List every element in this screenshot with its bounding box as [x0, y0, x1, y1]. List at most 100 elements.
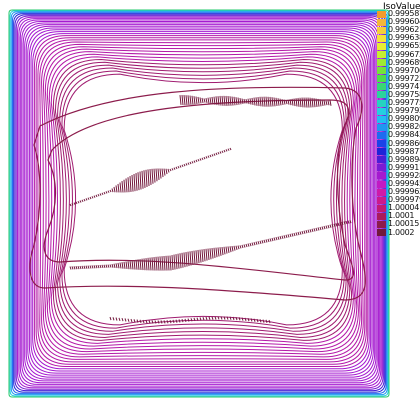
hatch-mark	[122, 262, 123, 268]
hatch-mark	[102, 265, 103, 268]
hatch-mark	[158, 320, 159, 323]
contour-line	[38, 40, 365, 362]
hatch-mark	[190, 162, 191, 164]
hatch-mark	[70, 267, 71, 270]
hatch-mark	[136, 173, 137, 191]
legend-swatch	[377, 83, 386, 90]
hatch-mark	[84, 266, 85, 269]
inner-contour-line	[44, 100, 353, 280]
hatch-mark	[160, 256, 161, 270]
hatch-mark	[140, 320, 141, 323]
hatch-mark	[226, 96, 227, 106]
hatch-mark	[88, 266, 89, 269]
hatch-mark	[86, 198, 87, 200]
hatch-mark	[132, 175, 133, 192]
hatch-mark	[178, 166, 179, 168]
hatch-mark	[318, 227, 319, 230]
hatch-mark	[74, 266, 75, 269]
hatch-mark	[206, 317, 207, 320]
legend-entry: 1.0002	[377, 229, 420, 237]
hatch-mark	[296, 98, 297, 106]
hatch-mark	[104, 265, 105, 268]
hatch-mark	[138, 172, 139, 190]
hatch-mark	[132, 260, 133, 269]
hatch-mark	[314, 228, 315, 231]
hatch-mark	[184, 252, 185, 267]
hatch-mark	[306, 98, 307, 108]
hatch-mark	[312, 98, 313, 107]
hatch-mark	[210, 248, 211, 259]
hatch-mark	[110, 265, 111, 268]
hatch-mark	[206, 156, 207, 158]
hatch-mark	[186, 252, 187, 267]
hatch-mark	[220, 152, 221, 154]
hatch-mark	[222, 247, 223, 255]
hatch-mark	[242, 245, 243, 248]
hatch-mark	[320, 227, 321, 230]
hatch-mark	[220, 247, 221, 256]
hatch-mark	[330, 100, 331, 105]
legend-swatch	[377, 100, 386, 107]
hatch-mark	[182, 165, 183, 167]
hatch-mark	[106, 191, 107, 193]
hatch-mark	[266, 239, 267, 242]
hatch-mark	[346, 221, 347, 224]
hatch-mark	[110, 317, 111, 320]
hatch-mark	[112, 264, 113, 268]
hatch-mark	[154, 169, 155, 183]
hatch-mark	[72, 266, 73, 269]
hatch-mark	[185, 319, 186, 322]
hatch-mark	[226, 247, 227, 254]
hatch-mark	[180, 253, 181, 268]
hatch-mark	[208, 156, 209, 158]
legend-swatch	[377, 19, 386, 26]
hatch-mark	[162, 169, 163, 178]
hatch-mark	[134, 174, 135, 191]
hatch-mark	[278, 237, 279, 240]
hatch-mark	[116, 263, 117, 268]
legend-swatch	[377, 11, 386, 18]
hatch-mark	[102, 193, 103, 195]
hatch-mark	[100, 194, 101, 196]
hatch-mark	[232, 246, 233, 251]
hatch-mark	[200, 97, 201, 103]
hatch-mark	[298, 232, 299, 235]
hatch-mark	[92, 196, 93, 198]
hatch-mark	[262, 240, 263, 243]
hatch-mark	[209, 317, 210, 320]
hatch-mark	[106, 265, 107, 268]
hatch-mark	[300, 98, 301, 107]
hatch-mark	[308, 98, 309, 108]
hatch-mark	[131, 319, 132, 322]
hatch-mark	[90, 266, 91, 269]
hatch-mark	[274, 238, 275, 241]
hatch-mark	[182, 95, 183, 105]
hatch-mark	[194, 96, 195, 104]
legend-swatch	[377, 116, 386, 123]
hatch-mark	[272, 97, 273, 106]
hatch-mark	[178, 254, 179, 269]
hatch-mark	[252, 98, 253, 105]
hatch-mark	[194, 251, 195, 265]
hatch-mark	[140, 172, 141, 190]
hatch-mark	[274, 98, 275, 107]
hatch-mark	[90, 197, 91, 199]
hatch-mark	[290, 234, 291, 237]
hatch-mark	[292, 233, 293, 236]
hatch-mark	[266, 320, 267, 323]
hatch-mark	[246, 244, 247, 247]
hatch-mark	[188, 95, 189, 105]
hatch-mark	[176, 167, 177, 169]
hatch-mark	[110, 190, 111, 192]
hatch-mark	[268, 239, 269, 242]
hatch-mark	[326, 101, 327, 105]
hatch-mark	[200, 159, 201, 161]
hatch-mark	[116, 185, 117, 192]
legend: 0.9995870.9996040.9996210.9996380.999655…	[377, 10, 420, 237]
contour-line	[45, 49, 358, 352]
hatch-mark	[94, 265, 95, 268]
legend-swatch	[377, 132, 386, 139]
legend-swatch	[377, 75, 386, 82]
hatch-mark	[252, 243, 253, 246]
